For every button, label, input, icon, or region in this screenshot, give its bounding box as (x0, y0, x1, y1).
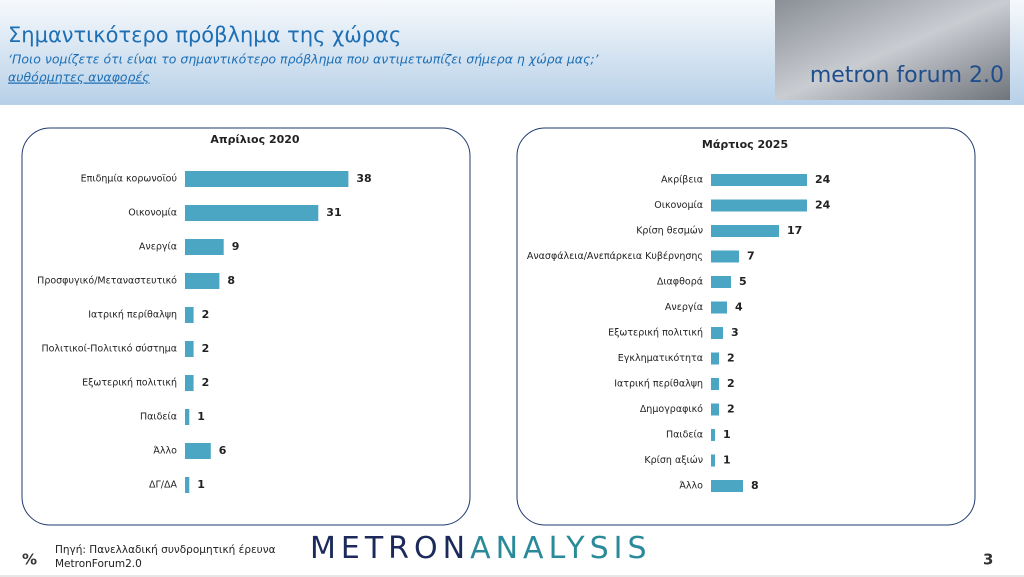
bar (185, 477, 190, 493)
bar (711, 199, 807, 212)
category-label: Ακρίβεια (661, 175, 703, 186)
category-label: Ανασφάλεια/Ανεπάρκεια Κυβέρνησης (527, 251, 703, 262)
value-label: 2 (202, 376, 210, 389)
chart-title: Απρίλιος 2020 (210, 133, 299, 146)
source: Πηγή: Πανελλαδική συνδρομητική έρευνα (55, 544, 276, 556)
bar (185, 307, 194, 323)
panel (516, 127, 976, 526)
bar (711, 403, 719, 416)
category-label: Επιδημία κορωνοϊού (81, 174, 177, 185)
category-label: Παιδεία (666, 430, 703, 441)
unit: % (22, 551, 37, 569)
page-number: 3 (983, 551, 993, 569)
category-label: ΔΓ/ΔΑ (149, 480, 177, 491)
value-label: 2 (202, 342, 210, 355)
note: αυθόρμητες αναφορές (8, 70, 150, 85)
category-label: Εγκληματικότητα (618, 353, 703, 364)
source: MetronForum2.0 (55, 558, 142, 570)
bar (185, 171, 349, 187)
value-label: 1 (723, 428, 731, 441)
category-label: Κρίση αξιών (644, 455, 703, 466)
value-label: 1 (197, 478, 205, 491)
bar (711, 301, 727, 314)
value-label: 2 (727, 377, 735, 390)
bar (185, 375, 194, 391)
bar (711, 327, 723, 339)
value-label: 9 (232, 240, 240, 253)
bar (185, 443, 211, 459)
value-label: 7 (747, 250, 755, 263)
bar (711, 174, 807, 186)
value-label: 3 (731, 326, 739, 339)
category-label: Διαφθορά (657, 277, 703, 288)
bar (711, 250, 739, 263)
panel (21, 127, 471, 526)
value-label: 2 (727, 403, 735, 416)
bar (185, 273, 220, 289)
value-label: 38 (356, 172, 371, 185)
value-label: 8 (227, 274, 235, 287)
logo-text: metron forum 2.0 (810, 63, 1004, 88)
category-label: Δημογραφικό (640, 404, 703, 415)
bar (185, 205, 319, 221)
category-label: Άλλο (153, 446, 177, 457)
bar (711, 352, 719, 365)
bar (185, 409, 190, 425)
value-label: 24 (815, 173, 831, 186)
category-label: Ανεργία (665, 302, 703, 313)
category-label: Κρίση θεσμών (636, 226, 703, 237)
value-label: 2 (202, 308, 210, 321)
bar (711, 480, 743, 492)
bar (185, 239, 224, 255)
brand-part: METRON (310, 531, 470, 566)
title: Σημαντικότερο πρόβλημα της χώρας (8, 23, 401, 47)
chart-title: Μάρτιος 2025 (702, 138, 788, 151)
category-label: Ανεργία (139, 242, 177, 253)
value-label: 5 (739, 275, 747, 288)
value-label: 24 (815, 199, 831, 212)
category-label: Εξωτερική πολιτική (608, 328, 703, 339)
category-label: Προσφυγικό/Μεταναστευτικό (37, 276, 177, 287)
header-image (775, 0, 1010, 100)
category-label: Παιδεία (140, 412, 177, 423)
category-label: Οικονομία (128, 208, 177, 219)
bar (185, 341, 194, 357)
bar (711, 378, 719, 390)
bar (711, 454, 715, 467)
value-label: 6 (219, 444, 227, 457)
category-label: Οικονομία (654, 200, 703, 211)
bar (711, 225, 779, 237)
brand-part: ANALYSIS (470, 531, 651, 566)
value-label: 1 (197, 410, 205, 423)
value-label: 2 (727, 352, 735, 365)
category-label: Ιατρική περίθαλψη (614, 379, 703, 390)
value-label: 4 (735, 301, 743, 314)
value-label: 8 (751, 479, 759, 492)
subtitle: ‘Ποιο νομίζετε ότι είναι το σημαντικότερ… (8, 52, 600, 67)
category-label: Ιατρική περίθαλψη (88, 310, 177, 321)
bar (711, 429, 715, 441)
category-label: Εξωτερική πολιτική (82, 378, 177, 389)
value-label: 31 (326, 206, 341, 219)
value-label: 1 (723, 454, 731, 467)
category-label: Πολιτικοί-Πολιτικό σύστημα (41, 344, 177, 355)
category-label: Άλλο (679, 481, 703, 492)
bar (711, 276, 731, 288)
value-label: 17 (787, 224, 802, 237)
brand-logo: METRONANALYSIS (310, 531, 652, 566)
